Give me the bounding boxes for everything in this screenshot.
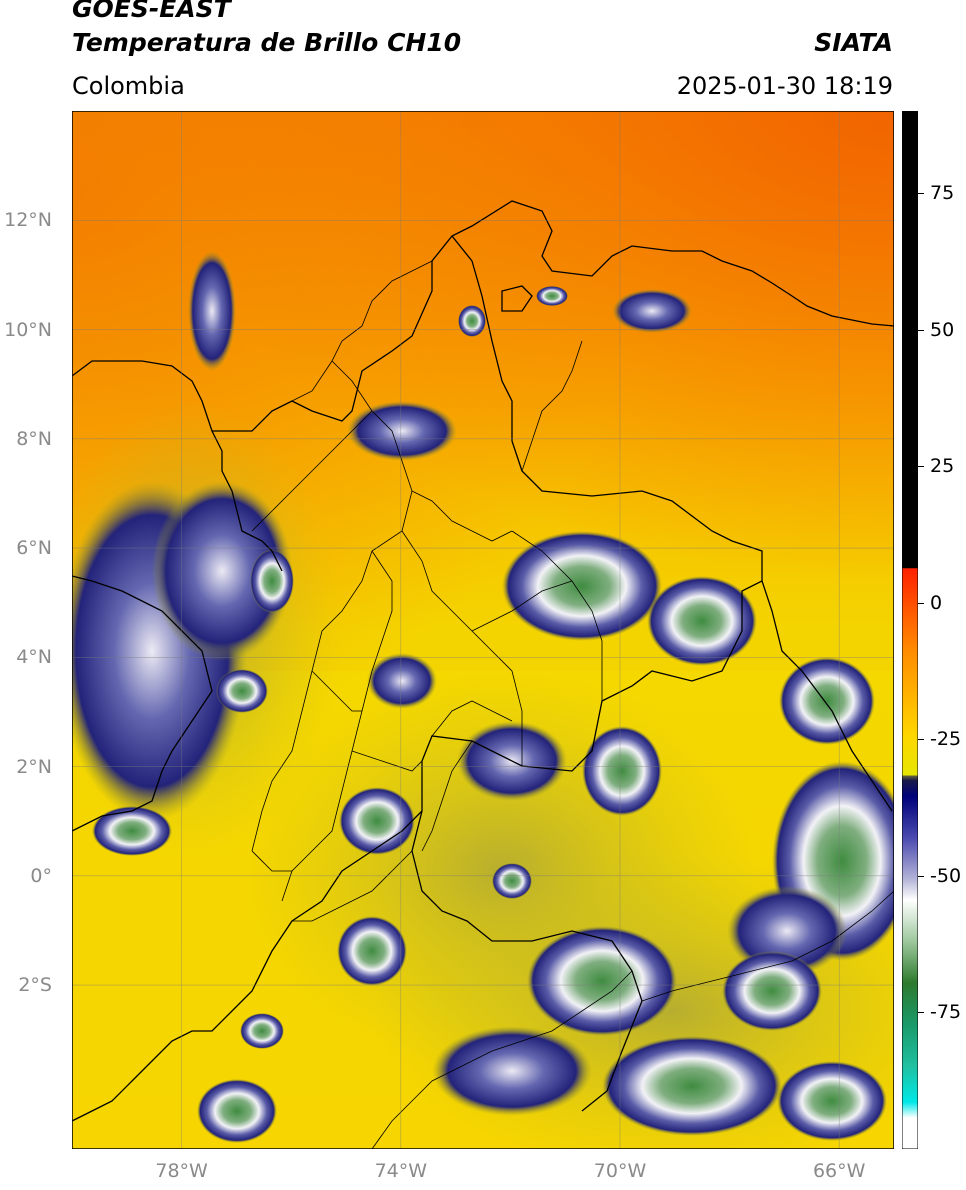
lat-tick-label: 4°N xyxy=(16,646,52,669)
lat-tick-label: 0° xyxy=(30,864,52,887)
colorbar-tick-mark xyxy=(918,875,924,877)
lon-tick-label: 74°W xyxy=(374,1160,428,1182)
colorbar-tick-label: 25 xyxy=(930,455,955,478)
satellite-map xyxy=(72,111,894,1149)
datetime-label: 2025-01-30 18:19 xyxy=(676,72,893,100)
colorbar-tick-label: -50 xyxy=(930,864,962,887)
lon-tick-label: 70°W xyxy=(593,1160,647,1182)
colorbar-tick-mark xyxy=(918,602,924,604)
colorbar-tick-label: 75 xyxy=(930,181,955,204)
lat-tick-label: 2°N xyxy=(16,755,52,778)
lat-tick-label: 8°N xyxy=(16,427,52,450)
region-label: Colombia xyxy=(72,72,185,100)
colorbar-tick-label: 0 xyxy=(930,591,943,614)
organization-label: SIATA xyxy=(814,28,893,57)
lat-tick-label: 12°N xyxy=(4,209,52,232)
product-title: Temperatura de Brillo CH10 xyxy=(72,28,462,57)
colorbar-tick-label: 50 xyxy=(930,318,955,341)
colorbar-tick-mark xyxy=(918,739,924,741)
country-borders xyxy=(72,200,894,1122)
lat-tick-label: 2°S xyxy=(18,974,52,997)
colorbar-tick-mark xyxy=(918,466,924,468)
lon-tick-label: 66°W xyxy=(812,1160,866,1182)
colorbar-tick-mark xyxy=(918,192,924,194)
colorbar-tick-label: -25 xyxy=(930,728,962,751)
colorbar-tick-mark xyxy=(918,329,924,331)
lat-tick-label: 6°N xyxy=(16,537,52,560)
lon-tick-label: 78°W xyxy=(155,1160,208,1182)
lat-lon-grid xyxy=(72,111,894,1149)
colorbar-tick-mark xyxy=(918,1012,924,1014)
department-borders xyxy=(251,260,894,1149)
temperature-colorbar xyxy=(902,111,918,1149)
colorbar-tick-label: -75 xyxy=(930,1001,962,1024)
satellite-title: GOES-EAST xyxy=(72,0,231,23)
lat-tick-label: 10°N xyxy=(4,318,52,341)
